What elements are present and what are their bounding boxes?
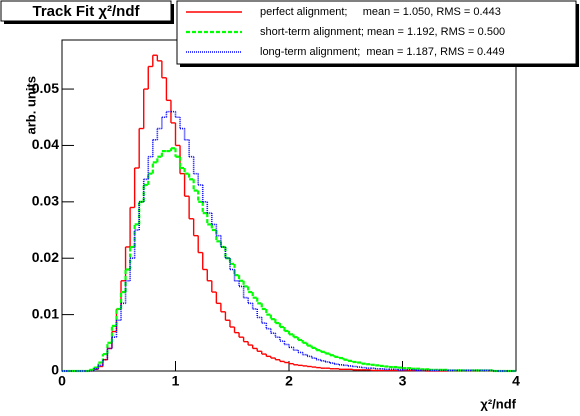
y-axis-label: arb. units xyxy=(23,76,38,135)
title-box xyxy=(0,0,172,22)
x-axis-label: χ²/ndf xyxy=(480,396,516,411)
y-tick-label: 0.04 xyxy=(32,136,59,152)
x-tick-label: 3 xyxy=(399,373,407,389)
y-tick-label: 0.02 xyxy=(32,249,59,265)
legend-label: short-term alignment; mean = 1.192, RMS … xyxy=(260,26,505,38)
x-tick-label: 1 xyxy=(172,373,180,389)
legend-box xyxy=(176,0,577,65)
legend-label: perfect alignment; mean = 1.050, RMS = 0… xyxy=(260,6,501,18)
x-tick-label: 2 xyxy=(285,373,293,389)
legend-label: long-term alignment; mean = 1.187, RMS =… xyxy=(260,46,505,58)
y-tick-label: 0 xyxy=(51,362,59,378)
y-tick-label: 0.01 xyxy=(32,305,59,321)
y-tick-label: 0.03 xyxy=(32,193,59,209)
y-tick-label: 0.05 xyxy=(32,80,59,96)
x-tick-label: 0 xyxy=(58,373,66,389)
plot-frame xyxy=(61,39,517,372)
chart-title: Track Fit χ²/ndf xyxy=(33,3,141,20)
x-tick-label: 4 xyxy=(512,373,520,389)
